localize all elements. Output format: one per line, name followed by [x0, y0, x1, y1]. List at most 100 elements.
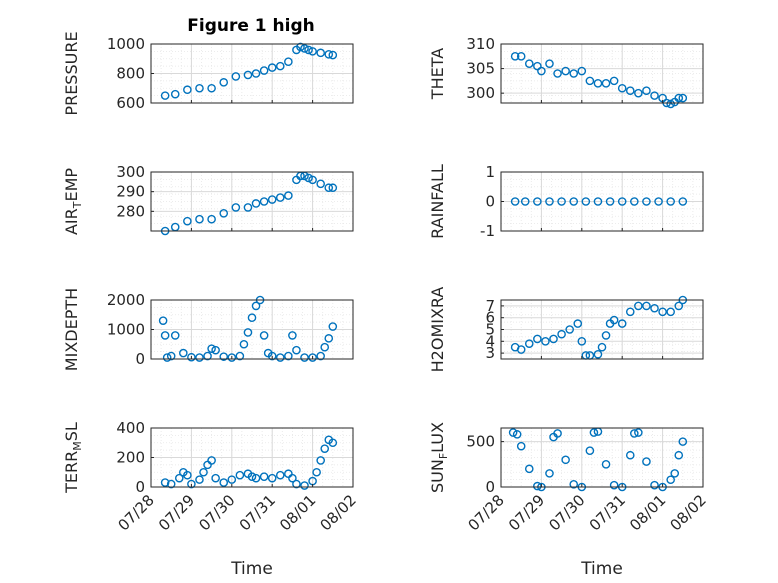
- y-tick-label: 0: [135, 350, 145, 368]
- data-point: [300, 44, 309, 53]
- y-tick-label: 600: [116, 94, 145, 112]
- data-point: [609, 480, 619, 490]
- data-point: [259, 66, 269, 75]
- data-point: [650, 91, 659, 100]
- data-point: [174, 473, 184, 483]
- data-point: [634, 88, 643, 98]
- data-point: [288, 473, 297, 483]
- y-axis-label: THETA: [428, 48, 447, 100]
- data-point: [678, 437, 688, 446]
- y-tick-label: 500: [466, 433, 495, 451]
- subplot-pressure: 600 800 1000 PRESSURE: [62, 31, 354, 116]
- data-point: [183, 85, 192, 95]
- data-point: [275, 61, 285, 71]
- x-tick-label: 08/02: [317, 491, 360, 534]
- data-point: [549, 334, 558, 344]
- data-point: [160, 91, 170, 100]
- data-point: [545, 59, 554, 68]
- y-tick-label: -1: [480, 222, 495, 240]
- data-point: [288, 331, 297, 340]
- data-point: [251, 199, 261, 208]
- data-point: [160, 331, 170, 340]
- data-point: [284, 191, 293, 200]
- data-point: [219, 208, 229, 218]
- data-point: [300, 481, 309, 490]
- y-tick-label: 1: [485, 163, 495, 181]
- data-point: [658, 307, 667, 317]
- data-point: [219, 78, 229, 87]
- data-point: [581, 197, 591, 206]
- data-point: [211, 345, 220, 355]
- data-point: [316, 48, 325, 58]
- subplot-theta: 300 305 310 THETA: [428, 35, 704, 109]
- data-point: [284, 57, 293, 67]
- data-point: [609, 76, 619, 86]
- data-point: [510, 197, 520, 206]
- y-tick-label: 7: [485, 297, 495, 315]
- data-point: [259, 472, 269, 481]
- data-point: [267, 195, 277, 204]
- data-point: [573, 319, 583, 328]
- data-point: [654, 197, 663, 206]
- y-tick-label: 3: [485, 344, 495, 362]
- data-point: [557, 197, 566, 206]
- y-tick-label: 1000: [107, 321, 145, 339]
- data-point: [510, 51, 520, 61]
- data-point: [561, 66, 570, 76]
- data-point: [569, 479, 579, 489]
- data-point: [308, 175, 317, 185]
- data-point: [207, 83, 216, 93]
- data-point: [162, 353, 172, 362]
- data-point: [516, 51, 526, 61]
- figure-title: Figure 1 high: [187, 16, 315, 36]
- data-point: [316, 179, 325, 189]
- data-point: [642, 86, 651, 96]
- data-point: [296, 42, 305, 52]
- data-point: [617, 197, 627, 206]
- data-point: [642, 457, 651, 466]
- data-point: [166, 479, 176, 489]
- data-point: [617, 83, 627, 93]
- data-point: [166, 351, 176, 361]
- data-point: [243, 70, 253, 80]
- data-point: [625, 307, 635, 317]
- data-point: [328, 438, 338, 448]
- data-point: [666, 307, 675, 317]
- data-point: [545, 469, 554, 478]
- data-point: [308, 47, 317, 56]
- y-tick-label: 0: [485, 478, 495, 496]
- data-point: [642, 301, 651, 311]
- data-point: [520, 197, 530, 206]
- data-point: [609, 315, 619, 325]
- data-point: [231, 203, 241, 212]
- data-point: [678, 197, 688, 206]
- data-point: [304, 45, 313, 55]
- data-point: [541, 336, 550, 346]
- data-point: [187, 352, 196, 362]
- data-point: [666, 475, 675, 485]
- data-point: [207, 344, 216, 353]
- data-point: [160, 478, 170, 487]
- data-point: [207, 456, 216, 465]
- data-point: [251, 69, 261, 78]
- y-tick-label: 310: [466, 35, 495, 53]
- data-point: [565, 325, 574, 334]
- data-point: [557, 329, 566, 339]
- data-point: [601, 79, 611, 88]
- data-point: [678, 93, 688, 103]
- data-point: [158, 316, 168, 325]
- y-tick-label: 300: [116, 163, 145, 181]
- data-point: [324, 183, 334, 193]
- data-point: [300, 353, 309, 362]
- data-point: [601, 460, 611, 469]
- data-point: [533, 197, 542, 206]
- data-point: [625, 86, 635, 96]
- y-axis-label: MIXDEPTH: [62, 288, 81, 371]
- data-point: [207, 214, 216, 224]
- data-point: [227, 353, 237, 362]
- data-point: [211, 473, 220, 483]
- y-tick-label: 280: [116, 202, 145, 220]
- x-tick-label: 07/29: [505, 491, 548, 534]
